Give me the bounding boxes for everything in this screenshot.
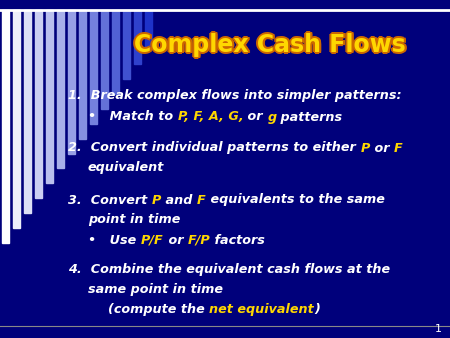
Bar: [13, 10, 20, 228]
Text: P: P: [152, 193, 161, 207]
Text: 1.  Break complex flows into simpler patterns:: 1. Break complex flows into simpler patt…: [68, 89, 401, 101]
Text: Complex Cash Flows: Complex Cash Flows: [133, 31, 405, 55]
Bar: [46, 10, 53, 184]
Text: net equivalent: net equivalent: [209, 304, 314, 316]
Text: 2.  Convert individual patterns to either: 2. Convert individual patterns to either: [68, 142, 360, 154]
Text: patterns: patterns: [276, 111, 342, 123]
Text: Complex Cash Flows: Complex Cash Flows: [135, 31, 407, 55]
Text: P, F, A, G,: P, F, A, G,: [178, 111, 243, 123]
Text: F: F: [197, 193, 206, 207]
Bar: [24, 10, 31, 213]
Text: g: g: [267, 111, 276, 123]
Bar: [79, 10, 86, 139]
Text: Complex Cash Flows: Complex Cash Flows: [134, 31, 406, 55]
Text: P: P: [360, 142, 369, 154]
Text: F/P: F/P: [188, 234, 210, 246]
Bar: [145, 10, 152, 49]
Text: 1: 1: [435, 324, 442, 334]
Text: and: and: [161, 193, 197, 207]
Text: •   Use: • Use: [88, 234, 141, 246]
Text: Complex Cash Flows: Complex Cash Flows: [136, 33, 408, 57]
Bar: [68, 10, 75, 153]
Text: Complex Cash Flows: Complex Cash Flows: [135, 34, 407, 58]
Bar: [112, 10, 119, 94]
Text: or: or: [243, 111, 267, 123]
Text: •   Match to: • Match to: [88, 111, 178, 123]
Bar: [2, 10, 9, 243]
Bar: [134, 10, 141, 64]
Text: equivalent: equivalent: [88, 162, 164, 174]
Text: point in time: point in time: [88, 214, 180, 226]
Text: Complex Cash Flows: Complex Cash Flows: [134, 35, 406, 59]
Text: or: or: [163, 234, 188, 246]
Text: F: F: [394, 142, 402, 154]
Text: Complex Cash Flows: Complex Cash Flows: [132, 33, 404, 57]
Bar: [101, 10, 108, 109]
Text: ): ): [314, 304, 320, 316]
Bar: [90, 10, 97, 124]
Text: 4.  Combine the equivalent cash flows at the: 4. Combine the equivalent cash flows at …: [68, 264, 390, 276]
Text: P/F: P/F: [141, 234, 163, 246]
Text: (compute the: (compute the: [108, 304, 209, 316]
Text: or: or: [369, 142, 394, 154]
Text: Complex Cash Flows: Complex Cash Flows: [134, 33, 406, 57]
Text: equivalents to the same: equivalents to the same: [206, 193, 385, 207]
Bar: [35, 10, 42, 198]
Bar: [123, 10, 130, 79]
Text: same point in time: same point in time: [88, 284, 223, 296]
Text: Complex Cash Flows: Complex Cash Flows: [133, 34, 405, 58]
Text: 3.  Convert: 3. Convert: [68, 193, 152, 207]
Bar: [57, 10, 64, 168]
Text: factors: factors: [210, 234, 265, 246]
